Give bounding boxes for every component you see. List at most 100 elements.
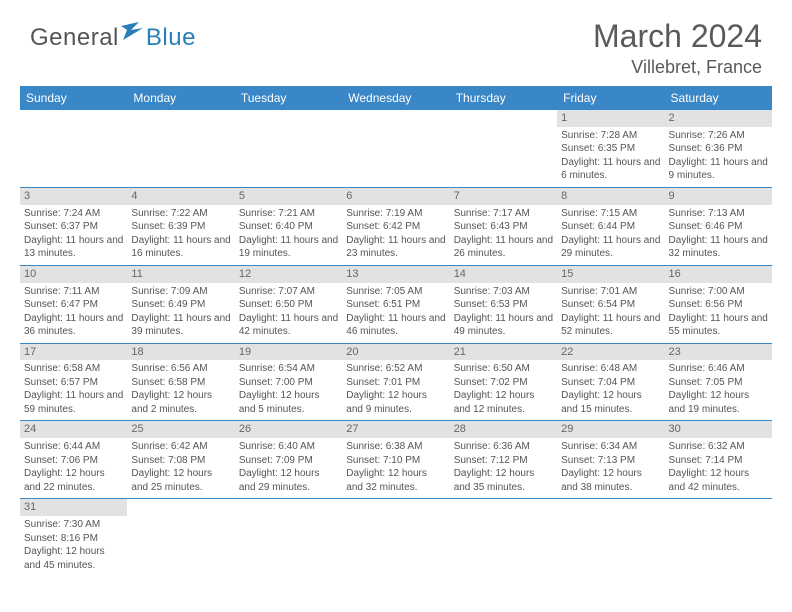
calendar-day-cell: 4Sunrise: 7:22 AMSunset: 6:39 PMDaylight…: [127, 187, 234, 265]
sunset-line: Sunset: 6:44 PM: [561, 220, 660, 234]
sunrise-line: Sunrise: 7:24 AM: [24, 207, 123, 221]
day-number: 5: [235, 188, 342, 205]
calendar-day-cell: 8Sunrise: 7:15 AMSunset: 6:44 PMDaylight…: [557, 187, 664, 265]
sunset-line: Sunset: 6:42 PM: [346, 220, 445, 234]
calendar-day-cell: .: [127, 499, 234, 576]
sunrise-line: Sunrise: 6:50 AM: [454, 362, 553, 376]
calendar-day-cell: 31 Sunrise: 7:30 AMSunset: 8:16 PMDayligh…: [20, 499, 127, 576]
calendar-day-cell: .: [235, 499, 342, 576]
daylight-line: Daylight: 11 hours and 29 minutes.: [561, 234, 660, 261]
calendar-day-cell: 21Sunrise: 6:50 AMSunset: 7:02 PMDayligh…: [450, 343, 557, 421]
sunrise-line: Sunrise: 7:28 AM: [561, 129, 660, 143]
sunset-line: Sunset: 7:14 PM: [669, 454, 768, 468]
sunrise-line: Sunrise: 7:07 AM: [239, 285, 338, 299]
sunset-line: Sunset: 6:57 PM: [24, 376, 123, 390]
sunrise-line: Sunrise: 6:32 AM: [669, 440, 768, 454]
sunset-line: Sunset: 6:54 PM: [561, 298, 660, 312]
daylight-line: Daylight: 11 hours and 32 minutes.: [669, 234, 768, 261]
logo-flag-icon: [121, 22, 143, 45]
daylight-line: Daylight: 12 hours and 22 minutes.: [24, 467, 123, 494]
daylight-line: Daylight: 12 hours and 38 minutes.: [561, 467, 660, 494]
daylight-line: Daylight: 11 hours and 16 minutes.: [131, 234, 230, 261]
calendar-day-cell: 11 Sunrise: 7:09 AMSunset: 6:49 PMDayligh…: [127, 265, 234, 343]
daylight-line: Daylight: 12 hours and 19 minutes.: [669, 389, 768, 416]
calendar-day-cell: .: [342, 499, 449, 576]
calendar-week-row: 17Sunrise: 6:58 AMSunset: 6:57 PMDayligh…: [20, 343, 772, 421]
calendar-day-cell: 16Sunrise: 7:00 AMSunset: 6:56 PMDayligh…: [665, 265, 772, 343]
calendar-header-row: SundayMondayTuesdayWednesdayThursdayFrid…: [20, 86, 772, 110]
sunset-line: Sunset: 6:51 PM: [346, 298, 445, 312]
sunset-line: Sunset: 7:10 PM: [346, 454, 445, 468]
day-number: 2: [665, 110, 772, 127]
daylight-line: Daylight: 11 hours and 52 minutes.: [561, 312, 660, 339]
calendar-day-cell: 20Sunrise: 6:52 AMSunset: 7:01 PMDayligh…: [342, 343, 449, 421]
sunrise-line: Sunrise: 7:22 AM: [131, 207, 230, 221]
sunset-line: Sunset: 6:39 PM: [131, 220, 230, 234]
calendar-day-cell: .: [235, 110, 342, 187]
sunrise-line: Sunrise: 6:40 AM: [239, 440, 338, 454]
day-number: 14: [450, 266, 557, 283]
calendar-day-cell: 30Sunrise: 6:32 AMSunset: 7:14 PMDayligh…: [665, 421, 772, 499]
sunset-line: Sunset: 6:56 PM: [669, 298, 768, 312]
daylight-line: Daylight: 11 hours and 26 minutes.: [454, 234, 553, 261]
logo-text-blue: Blue: [146, 24, 196, 52]
daylight-line: Daylight: 12 hours and 9 minutes.: [346, 389, 445, 416]
sunset-line: Sunset: 7:01 PM: [346, 376, 445, 390]
daylight-line: Daylight: 11 hours and 59 minutes.: [24, 389, 123, 416]
day-number: 30: [665, 421, 772, 438]
calendar-day-cell: 5Sunrise: 7:21 AMSunset: 6:40 PMDaylight…: [235, 187, 342, 265]
sunrise-line: Sunrise: 6:46 AM: [669, 362, 768, 376]
weekday-header: Friday: [557, 86, 664, 110]
sunset-line: Sunset: 6:46 PM: [669, 220, 768, 234]
title-block: March 2024 Villebret, France: [593, 18, 762, 78]
daylight-line: Daylight: 12 hours and 5 minutes.: [239, 389, 338, 416]
day-number: 18: [127, 344, 234, 361]
sunrise-line: Sunrise: 6:42 AM: [131, 440, 230, 454]
sunset-line: Sunset: 6:40 PM: [239, 220, 338, 234]
daylight-line: Daylight: 11 hours and 13 minutes.: [24, 234, 123, 261]
calendar-day-cell: 15Sunrise: 7:01 AMSunset: 6:54 PMDayligh…: [557, 265, 664, 343]
sunset-line: Sunset: 7:04 PM: [561, 376, 660, 390]
sunset-line: Sunset: 6:49 PM: [131, 298, 230, 312]
calendar-day-cell: 3Sunrise: 7:24 AMSunset: 6:37 PMDaylight…: [20, 187, 127, 265]
day-number: 28: [450, 421, 557, 438]
sunrise-line: Sunrise: 7:09 AM: [131, 285, 230, 299]
daylight-line: Daylight: 12 hours and 15 minutes.: [561, 389, 660, 416]
day-number: 11: [127, 266, 234, 283]
logo: General Blue: [30, 24, 196, 52]
calendar-day-cell: 1Sunrise: 7:28 AMSunset: 6:35 PMDaylight…: [557, 110, 664, 187]
sunset-line: Sunset: 8:16 PM: [24, 532, 123, 546]
calendar-day-cell: 26Sunrise: 6:40 AMSunset: 7:09 PMDayligh…: [235, 421, 342, 499]
daylight-line: Daylight: 11 hours and 36 minutes.: [24, 312, 123, 339]
sunset-line: Sunset: 6:58 PM: [131, 376, 230, 390]
day-number: 10: [20, 266, 127, 283]
location: Villebret, France: [593, 57, 762, 78]
day-number: 20: [342, 344, 449, 361]
sunset-line: Sunset: 7:09 PM: [239, 454, 338, 468]
daylight-line: Daylight: 12 hours and 45 minutes.: [24, 545, 123, 572]
sunset-line: Sunset: 7:06 PM: [24, 454, 123, 468]
calendar-day-cell: .: [450, 499, 557, 576]
calendar-day-cell: 14Sunrise: 7:03 AMSunset: 6:53 PMDayligh…: [450, 265, 557, 343]
sunrise-line: Sunrise: 6:58 AM: [24, 362, 123, 376]
daylight-line: Daylight: 11 hours and 55 minutes.: [669, 312, 768, 339]
sunrise-line: Sunrise: 7:05 AM: [346, 285, 445, 299]
calendar-table: SundayMondayTuesdayWednesdayThursdayFrid…: [20, 86, 772, 576]
sunrise-line: Sunrise: 6:38 AM: [346, 440, 445, 454]
daylight-line: Daylight: 11 hours and 9 minutes.: [669, 156, 768, 183]
day-number: 19: [235, 344, 342, 361]
sunrise-line: Sunrise: 7:30 AM: [24, 518, 123, 532]
day-number: 26: [235, 421, 342, 438]
sunset-line: Sunset: 6:47 PM: [24, 298, 123, 312]
daylight-line: Daylight: 11 hours and 39 minutes.: [131, 312, 230, 339]
calendar-day-cell: 13Sunrise: 7:05 AMSunset: 6:51 PMDayligh…: [342, 265, 449, 343]
calendar-body: ..... 1Sunrise: 7:28 AMSunset: 6:35 PMDay…: [20, 110, 772, 576]
sunset-line: Sunset: 7:12 PM: [454, 454, 553, 468]
day-number: 31: [20, 499, 127, 516]
daylight-line: Daylight: 11 hours and 42 minutes.: [239, 312, 338, 339]
daylight-line: Daylight: 11 hours and 19 minutes.: [239, 234, 338, 261]
daylight-line: Daylight: 11 hours and 23 minutes.: [346, 234, 445, 261]
calendar-day-cell: 12Sunrise: 7:07 AMSunset: 6:50 PMDayligh…: [235, 265, 342, 343]
calendar-day-cell: .: [20, 110, 127, 187]
sunrise-line: Sunrise: 7:15 AM: [561, 207, 660, 221]
